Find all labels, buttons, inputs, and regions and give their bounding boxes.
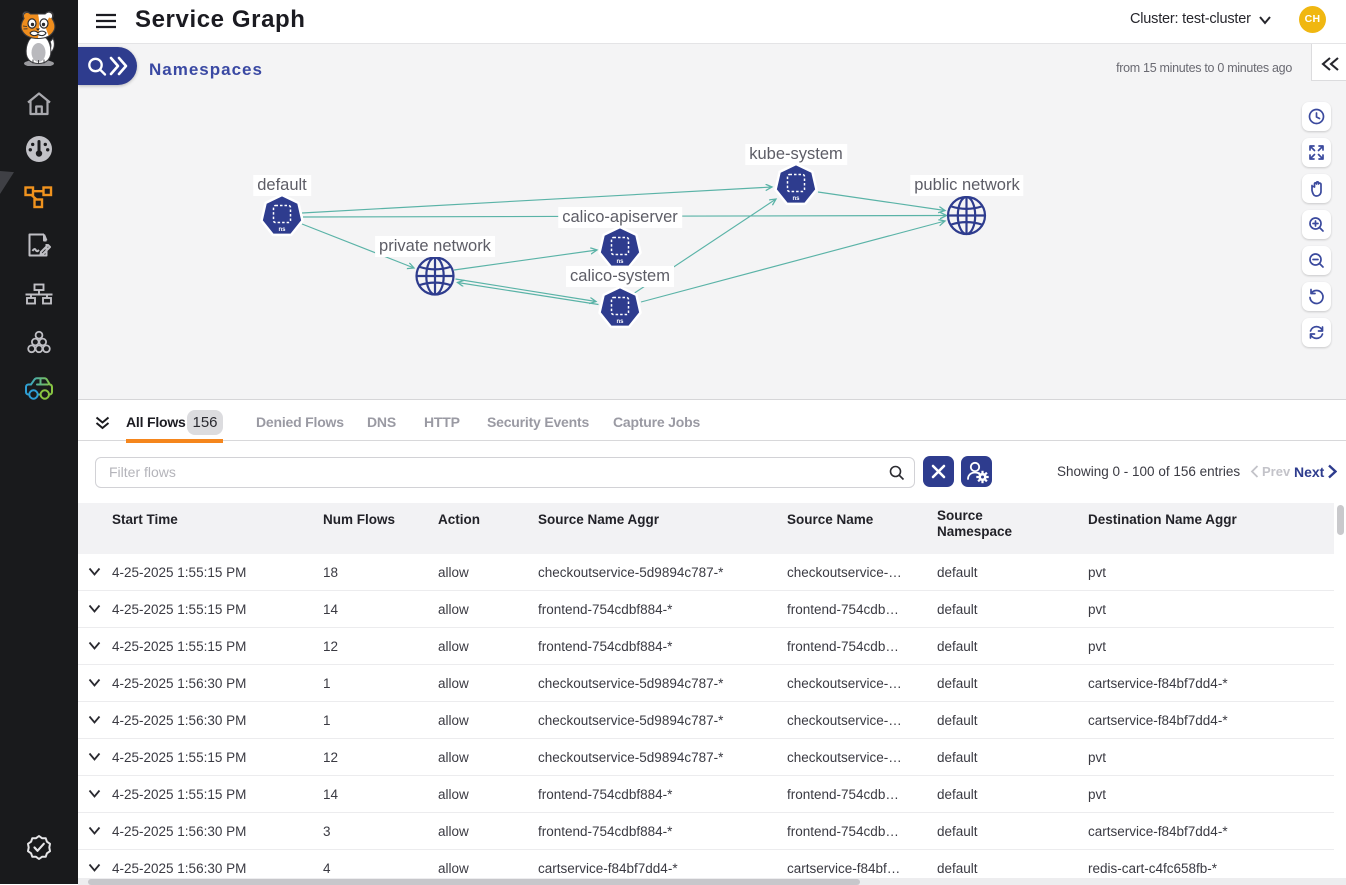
svg-text:ns: ns	[278, 227, 286, 233]
svg-text:ns: ns	[792, 196, 800, 202]
svg-text:ns: ns	[616, 319, 624, 325]
svg-text:ns: ns	[616, 259, 624, 265]
